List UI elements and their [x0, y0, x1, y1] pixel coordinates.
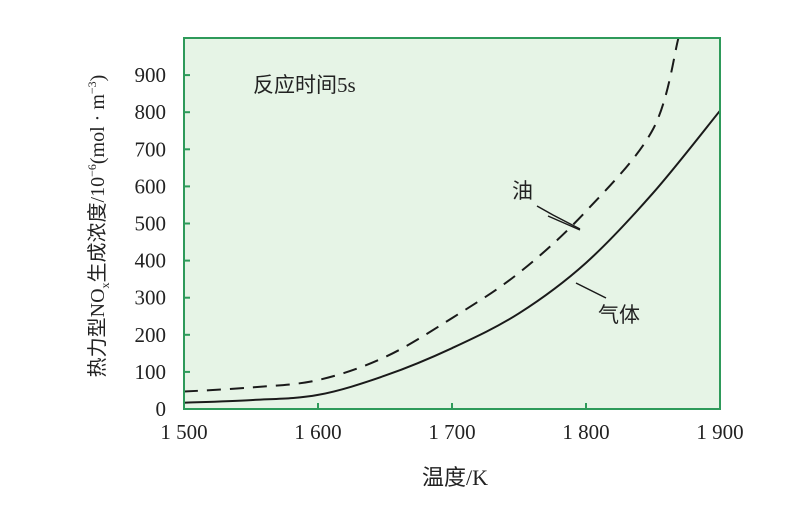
y-tick-label: 300 — [135, 286, 167, 310]
x-axis-label: 温度/K — [422, 465, 488, 490]
y-tick-label: 900 — [135, 63, 167, 87]
annotation-reaction-time: 反应时间5s — [253, 73, 356, 97]
series-label-oil: 油 — [512, 179, 533, 203]
x-tick-label: 1 500 — [160, 420, 207, 444]
y-tick-label: 0 — [156, 397, 167, 421]
leader-line-oil — [547, 215, 581, 231]
series-line-oil — [184, 38, 680, 393]
x-tick-label: 1 800 — [562, 420, 609, 444]
leader-line-oil — [536, 205, 581, 230]
plot-frame — [183, 37, 721, 410]
y-tick-label: 200 — [135, 323, 167, 347]
leader-line-gas — [575, 282, 607, 299]
x-tick-label: 1 700 — [428, 420, 475, 444]
y-tick-label: 700 — [135, 137, 167, 161]
y-tick-label: 800 — [135, 100, 167, 124]
x-tick-label: 1 900 — [696, 420, 743, 444]
series-label-gas: 气体 — [598, 303, 640, 327]
y-tick-label: 100 — [135, 360, 167, 384]
ticks-group: 1 500 1 600 1 700 1 800 1 900 0 100 200 300 400 50… — [135, 63, 744, 444]
y-tick-label: 400 — [135, 249, 167, 273]
x-tick-label: 1 600 — [294, 420, 341, 444]
series-line-gas — [184, 110, 720, 404]
y-axis-label: 热力型NOx生成浓度/10−6(mol · m−3) — [85, 75, 112, 378]
series-group — [184, 38, 720, 404]
leader-lines — [536, 205, 607, 299]
y-tick-label: 600 — [135, 174, 167, 198]
y-tick-label: 500 — [135, 212, 167, 236]
